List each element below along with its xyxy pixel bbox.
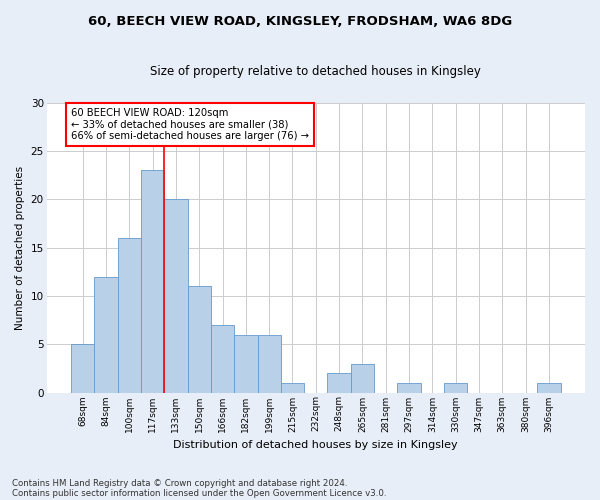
Text: 60, BEECH VIEW ROAD, KINGSLEY, FRODSHAM, WA6 8DG: 60, BEECH VIEW ROAD, KINGSLEY, FRODSHAM,…: [88, 15, 512, 28]
Bar: [444, 383, 467, 392]
Bar: [94, 276, 118, 392]
Bar: [397, 383, 421, 392]
Bar: [164, 200, 188, 392]
Bar: [351, 364, 374, 392]
Text: Contains HM Land Registry data © Crown copyright and database right 2024.: Contains HM Land Registry data © Crown c…: [12, 478, 347, 488]
Y-axis label: Number of detached properties: Number of detached properties: [15, 166, 25, 330]
Bar: [328, 373, 351, 392]
Bar: [234, 334, 257, 392]
X-axis label: Distribution of detached houses by size in Kingsley: Distribution of detached houses by size …: [173, 440, 458, 450]
Text: 60 BEECH VIEW ROAD: 120sqm
← 33% of detached houses are smaller (38)
66% of semi: 60 BEECH VIEW ROAD: 120sqm ← 33% of deta…: [71, 108, 309, 141]
Bar: [257, 334, 281, 392]
Bar: [188, 286, 211, 393]
Bar: [141, 170, 164, 392]
Bar: [281, 383, 304, 392]
Title: Size of property relative to detached houses in Kingsley: Size of property relative to detached ho…: [151, 65, 481, 78]
Bar: [71, 344, 94, 393]
Bar: [537, 383, 560, 392]
Bar: [211, 325, 234, 392]
Bar: [118, 238, 141, 392]
Text: Contains public sector information licensed under the Open Government Licence v3: Contains public sector information licen…: [12, 488, 386, 498]
